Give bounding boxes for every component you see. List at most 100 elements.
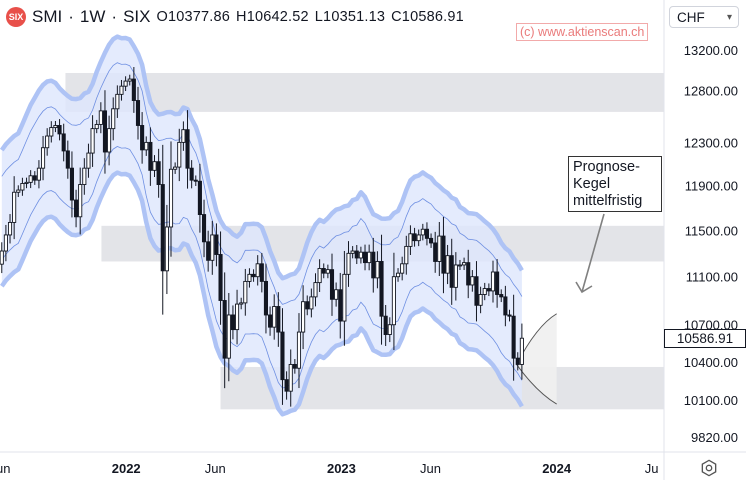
candle-up <box>470 276 475 286</box>
candle-up <box>408 233 413 247</box>
candle-up <box>20 182 25 191</box>
candle-down <box>338 289 343 322</box>
forecast-annotation[interactable]: Prognose- Kegel mittelfristig <box>568 156 662 212</box>
candle-up <box>177 141 182 168</box>
sr-zone <box>65 72 664 112</box>
candle-up <box>325 269 330 274</box>
y-tick-label: 10700.00 <box>684 318 738 333</box>
candle-up <box>519 337 524 365</box>
annotation-line: Prognose- <box>573 159 640 175</box>
candle-up <box>358 251 363 259</box>
symbol-name[interactable]: SMI <box>32 7 63 26</box>
x-tick-label: 2024 <box>542 461 572 476</box>
exchange: SIX <box>123 7 151 26</box>
y-tick-label: 11500.00 <box>685 223 738 238</box>
candle-down <box>156 161 161 185</box>
candle-up <box>367 251 372 264</box>
candle-up <box>123 80 128 87</box>
candle-up <box>16 189 21 193</box>
channel-lower-inner-line <box>1 146 523 389</box>
candle-up <box>482 288 487 295</box>
candle-down <box>61 133 66 152</box>
candle-down <box>280 331 285 381</box>
forecast-cone-lower <box>516 364 557 405</box>
candle-up <box>445 255 450 274</box>
y-tick-label: 11900.00 <box>685 179 738 194</box>
candle-down <box>197 180 202 215</box>
candle-down <box>251 273 256 278</box>
candle-up <box>342 273 347 322</box>
candle-down <box>135 100 141 126</box>
current-price-label: 10586.91 <box>664 329 746 348</box>
x-tick-label: Jun <box>0 461 10 476</box>
six-logo-icon: SIX <box>6 7 26 27</box>
candle-down <box>57 125 62 135</box>
candle-down <box>441 235 446 274</box>
candle-up <box>98 110 103 125</box>
candle-down <box>201 214 207 243</box>
y-tick-label: 10100.00 <box>684 393 738 408</box>
candle-up <box>78 184 83 218</box>
candle-up <box>3 234 8 252</box>
candle-up <box>144 141 149 151</box>
candle-up <box>420 228 425 236</box>
y-tick-label: 10400.00 <box>684 355 738 370</box>
candle-down <box>284 379 289 392</box>
candle-down <box>499 294 504 298</box>
candle-up <box>115 93 120 110</box>
candle-up <box>243 280 248 304</box>
candle-down <box>429 237 434 244</box>
candle-down <box>69 167 74 201</box>
candle-up <box>334 289 339 300</box>
candle-up <box>437 235 442 262</box>
candle-down <box>503 296 508 316</box>
candle-up <box>7 221 13 236</box>
candle-up <box>210 234 215 261</box>
y-tick-label: 13200.00 <box>684 43 738 58</box>
candle-up <box>119 85 124 95</box>
gear-icon[interactable] <box>700 459 718 477</box>
candle-down <box>354 250 359 259</box>
candle-down <box>379 261 384 317</box>
candle-up <box>404 245 409 265</box>
legend-separator: · <box>68 7 74 26</box>
candle-up <box>24 181 29 184</box>
candle-up <box>239 302 244 305</box>
annotation-line: mittelfristig <box>573 193 643 209</box>
candle-up <box>391 276 396 326</box>
candle-up <box>317 268 322 284</box>
candle-up <box>226 314 231 359</box>
candle-up <box>375 261 380 279</box>
candle-down <box>140 125 145 151</box>
candle-down <box>214 234 219 255</box>
candle-up <box>12 191 17 223</box>
candle-up <box>0 250 4 265</box>
x-tick-label: 2022 <box>112 461 141 476</box>
candle-up <box>40 147 46 169</box>
candle-up <box>111 108 116 130</box>
candle-up <box>28 175 33 183</box>
candle-up <box>313 282 318 298</box>
candle-up <box>478 294 483 306</box>
candle-down <box>292 363 297 369</box>
candle-up <box>90 128 95 154</box>
interval[interactable]: 1W <box>79 7 106 26</box>
candle-up <box>94 123 99 130</box>
y-tick-label: 11100.00 <box>686 270 738 285</box>
y-tick-label: 9820.00 <box>691 430 738 445</box>
symbol-legend[interactable]: SIX SMI · 1W · SIX O10377.86 H10642.52 L… <box>6 6 464 28</box>
candle-down <box>466 262 471 286</box>
currency-select[interactable]: CHF ▾ <box>669 6 739 28</box>
candle-up <box>350 250 355 254</box>
candle-down <box>131 78 136 101</box>
candle-down <box>329 269 335 300</box>
candle-down <box>222 300 227 359</box>
candle-down <box>263 280 269 316</box>
candle-up <box>82 167 87 185</box>
candle-down <box>305 301 310 310</box>
x-tick-label: 2023 <box>327 461 356 476</box>
candle-down <box>65 150 70 169</box>
candle-up <box>181 129 186 143</box>
